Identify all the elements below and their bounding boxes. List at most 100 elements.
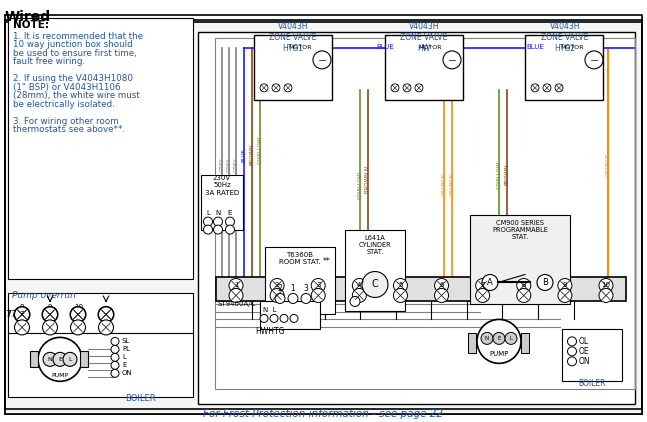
Text: L641A
CYLINDER
STAT.: L641A CYLINDER STAT. [358,235,391,254]
Text: E: E [58,357,62,362]
Text: BLUE: BLUE [376,44,394,50]
Text: CM900 SERIES
PROGRAMMABLE
STAT.: CM900 SERIES PROGRAMMABLE STAT. [492,219,548,240]
Circle shape [567,337,576,346]
Text: 3. For wiring other room: 3. For wiring other room [13,117,118,126]
Bar [216,278,626,301]
Text: 8: 8 [20,304,24,311]
Text: GREY: GREY [219,157,225,172]
Circle shape [204,225,212,234]
Circle shape [301,293,311,303]
Text: 230V
50Hz
3A RATED: 230V 50Hz 3A RATED [205,175,239,196]
Text: V4043H
ZONE VALVE
HW: V4043H ZONE VALVE HW [400,22,448,53]
Circle shape [531,84,539,92]
Circle shape [284,84,292,92]
Text: 8: 8 [521,282,526,289]
Bar [80,352,88,367]
Text: BOILER: BOILER [125,394,155,403]
Circle shape [288,293,298,303]
Circle shape [71,307,85,322]
Text: 2: 2 [275,282,280,289]
Circle shape [290,314,298,322]
Text: G/YELLOW: G/YELLOW [496,160,501,189]
Text: GREY: GREY [234,157,239,172]
Circle shape [567,347,576,356]
Text: E: E [228,210,232,216]
Circle shape [63,352,77,366]
Text: 3: 3 [303,284,309,293]
Text: 6: 6 [439,282,444,289]
Text: ON: ON [122,371,133,376]
Circle shape [70,306,86,322]
Text: L: L [509,336,512,341]
Circle shape [393,279,408,292]
Text: For Frost Protection information - see page 22: For Frost Protection information - see p… [203,409,443,419]
Circle shape [270,279,284,292]
Circle shape [403,84,411,92]
Text: 2. If using the V4043H1080: 2. If using the V4043H1080 [13,74,133,84]
Text: 2: 2 [278,284,282,293]
Text: 10 way junction box should: 10 way junction box should [13,41,133,49]
Text: 1. It is recommended that the: 1. It is recommended that the [13,32,143,41]
Circle shape [14,306,30,322]
Bar [525,35,603,100]
Text: L: L [206,210,210,216]
Circle shape [311,289,325,303]
Text: 7: 7 [6,310,11,319]
Circle shape [353,289,366,303]
Circle shape [226,217,234,226]
Text: **: ** [322,257,330,265]
Circle shape [311,279,325,292]
Circle shape [393,289,408,303]
Bar [385,35,463,100]
Circle shape [111,345,119,353]
Circle shape [558,279,572,292]
Bar [254,35,332,100]
Text: 10: 10 [602,282,611,289]
Circle shape [443,51,461,69]
Circle shape [391,84,399,92]
Text: ORANGE: ORANGE [441,173,446,196]
Text: MOTOR: MOTOR [289,45,312,50]
Circle shape [111,338,119,345]
Circle shape [555,84,563,92]
Circle shape [98,320,113,335]
Text: BROWN: BROWN [505,164,509,185]
Bar [215,38,635,390]
Text: ORANGE: ORANGE [606,153,611,176]
Circle shape [111,369,119,377]
Text: (28mm), the white wire must: (28mm), the white wire must [13,91,140,100]
Text: PL: PL [122,346,130,352]
Text: BOILER: BOILER [578,379,606,388]
Bar [260,301,320,330]
Text: 1: 1 [291,284,296,293]
Text: E: E [122,362,126,368]
Text: PUMP: PUMP [52,373,69,379]
Bar [470,215,570,304]
Circle shape [362,271,388,298]
Text: 7: 7 [481,282,485,289]
Bar [30,352,38,367]
Circle shape [477,319,521,363]
Text: MOTOR: MOTOR [418,45,442,50]
Text: BLUE: BLUE [526,44,544,50]
Text: fault free wiring.: fault free wiring. [13,57,85,66]
Circle shape [98,306,114,322]
Circle shape [435,279,448,292]
Bar [8,293,193,397]
Circle shape [567,357,576,366]
Text: T6360B
ROOM STAT.: T6360B ROOM STAT. [279,252,321,265]
Circle shape [214,225,223,234]
Circle shape [415,84,423,92]
Text: N: N [48,357,52,362]
Circle shape [204,217,212,226]
Circle shape [537,274,553,290]
Text: GREY: GREY [226,157,232,172]
Circle shape [38,338,82,381]
Circle shape [111,361,119,369]
Circle shape [229,279,243,292]
Circle shape [585,51,603,69]
Text: NOTE:: NOTE: [13,20,49,30]
Circle shape [435,289,448,303]
Bar [345,230,405,311]
Circle shape [599,289,613,303]
